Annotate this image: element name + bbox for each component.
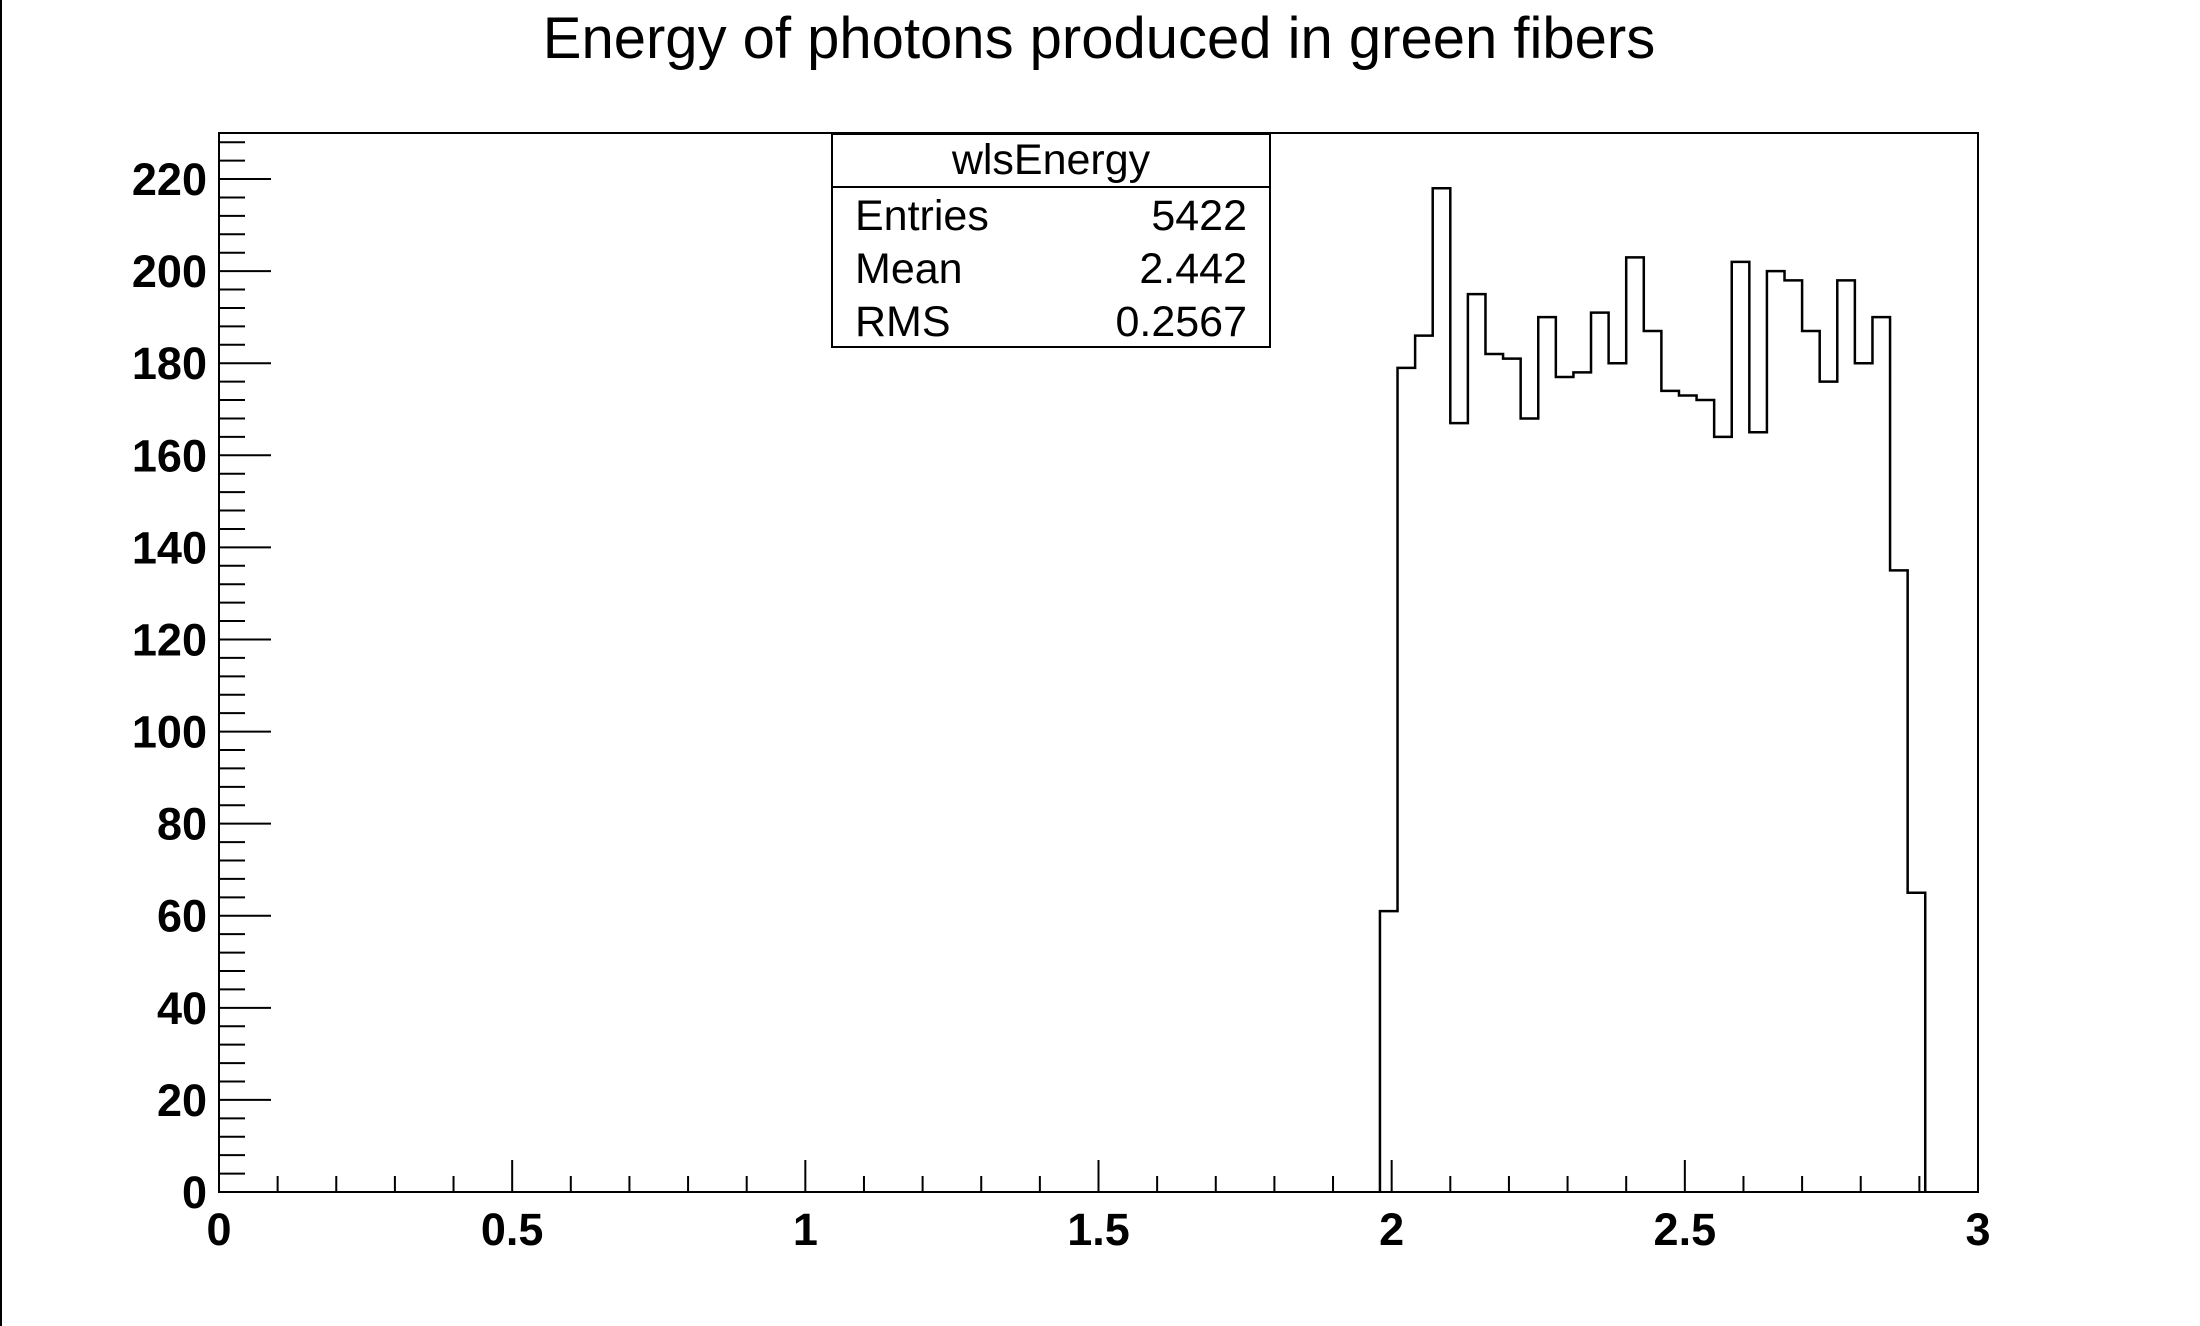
y-axis-tick-labels: 0 20 40 60 80 100 120 140 160 180 200 220 (132, 154, 207, 1218)
x-tick-label: 1 (793, 1204, 818, 1255)
y-tick-label: 40 (157, 983, 207, 1034)
y-tick-label: 80 (157, 799, 207, 850)
x-tick-label: 0.5 (481, 1204, 544, 1255)
y-tick-label: 220 (132, 154, 207, 205)
y-tick-label: 100 (132, 707, 207, 758)
y-tick-label: 140 (132, 522, 207, 573)
x-tick-label: 1.5 (1067, 1204, 1130, 1255)
stats-box-name: wlsEnergy (951, 136, 1151, 184)
y-tick-label: 160 (132, 430, 207, 481)
y-tick-label: 180 (132, 338, 207, 389)
x-tick-label: 2.5 (1654, 1204, 1717, 1255)
x-tick-label: 2 (1379, 1204, 1404, 1255)
stats-rms-label: RMS (855, 298, 951, 346)
x-tick-label: 3 (1965, 1204, 1990, 1255)
chart-title: Energy of photons produced in green fibe… (543, 6, 1655, 71)
stats-mean-value: 2.442 (1139, 245, 1247, 293)
stats-box-frame (831, 133, 1271, 348)
stats-entries-value: 5422 (1151, 192, 1247, 240)
stats-rms-value: 0.2567 (1115, 298, 1247, 346)
y-tick-label: 60 (157, 891, 207, 942)
stats-mean-label: Mean (855, 245, 963, 293)
x-axis-ticks (218, 1160, 1979, 1192)
y-tick-label: 0 (182, 1167, 207, 1218)
histogram-outline (1378, 187, 1927, 1192)
stats-box: wlsEnergy Entries 5422 Mean 2.442 RMS 0.… (831, 133, 1271, 348)
x-axis-tick-labels: 0 0.5 1 1.5 2 2.5 3 (206, 1204, 1990, 1255)
y-tick-label: 120 (132, 614, 207, 665)
y-tick-label: 200 (132, 246, 207, 297)
x-tick-label: 0 (206, 1204, 231, 1255)
stats-entries-label: Entries (855, 192, 989, 240)
y-axis-ticks (219, 141, 271, 1193)
y-tick-label: 20 (157, 1075, 207, 1126)
